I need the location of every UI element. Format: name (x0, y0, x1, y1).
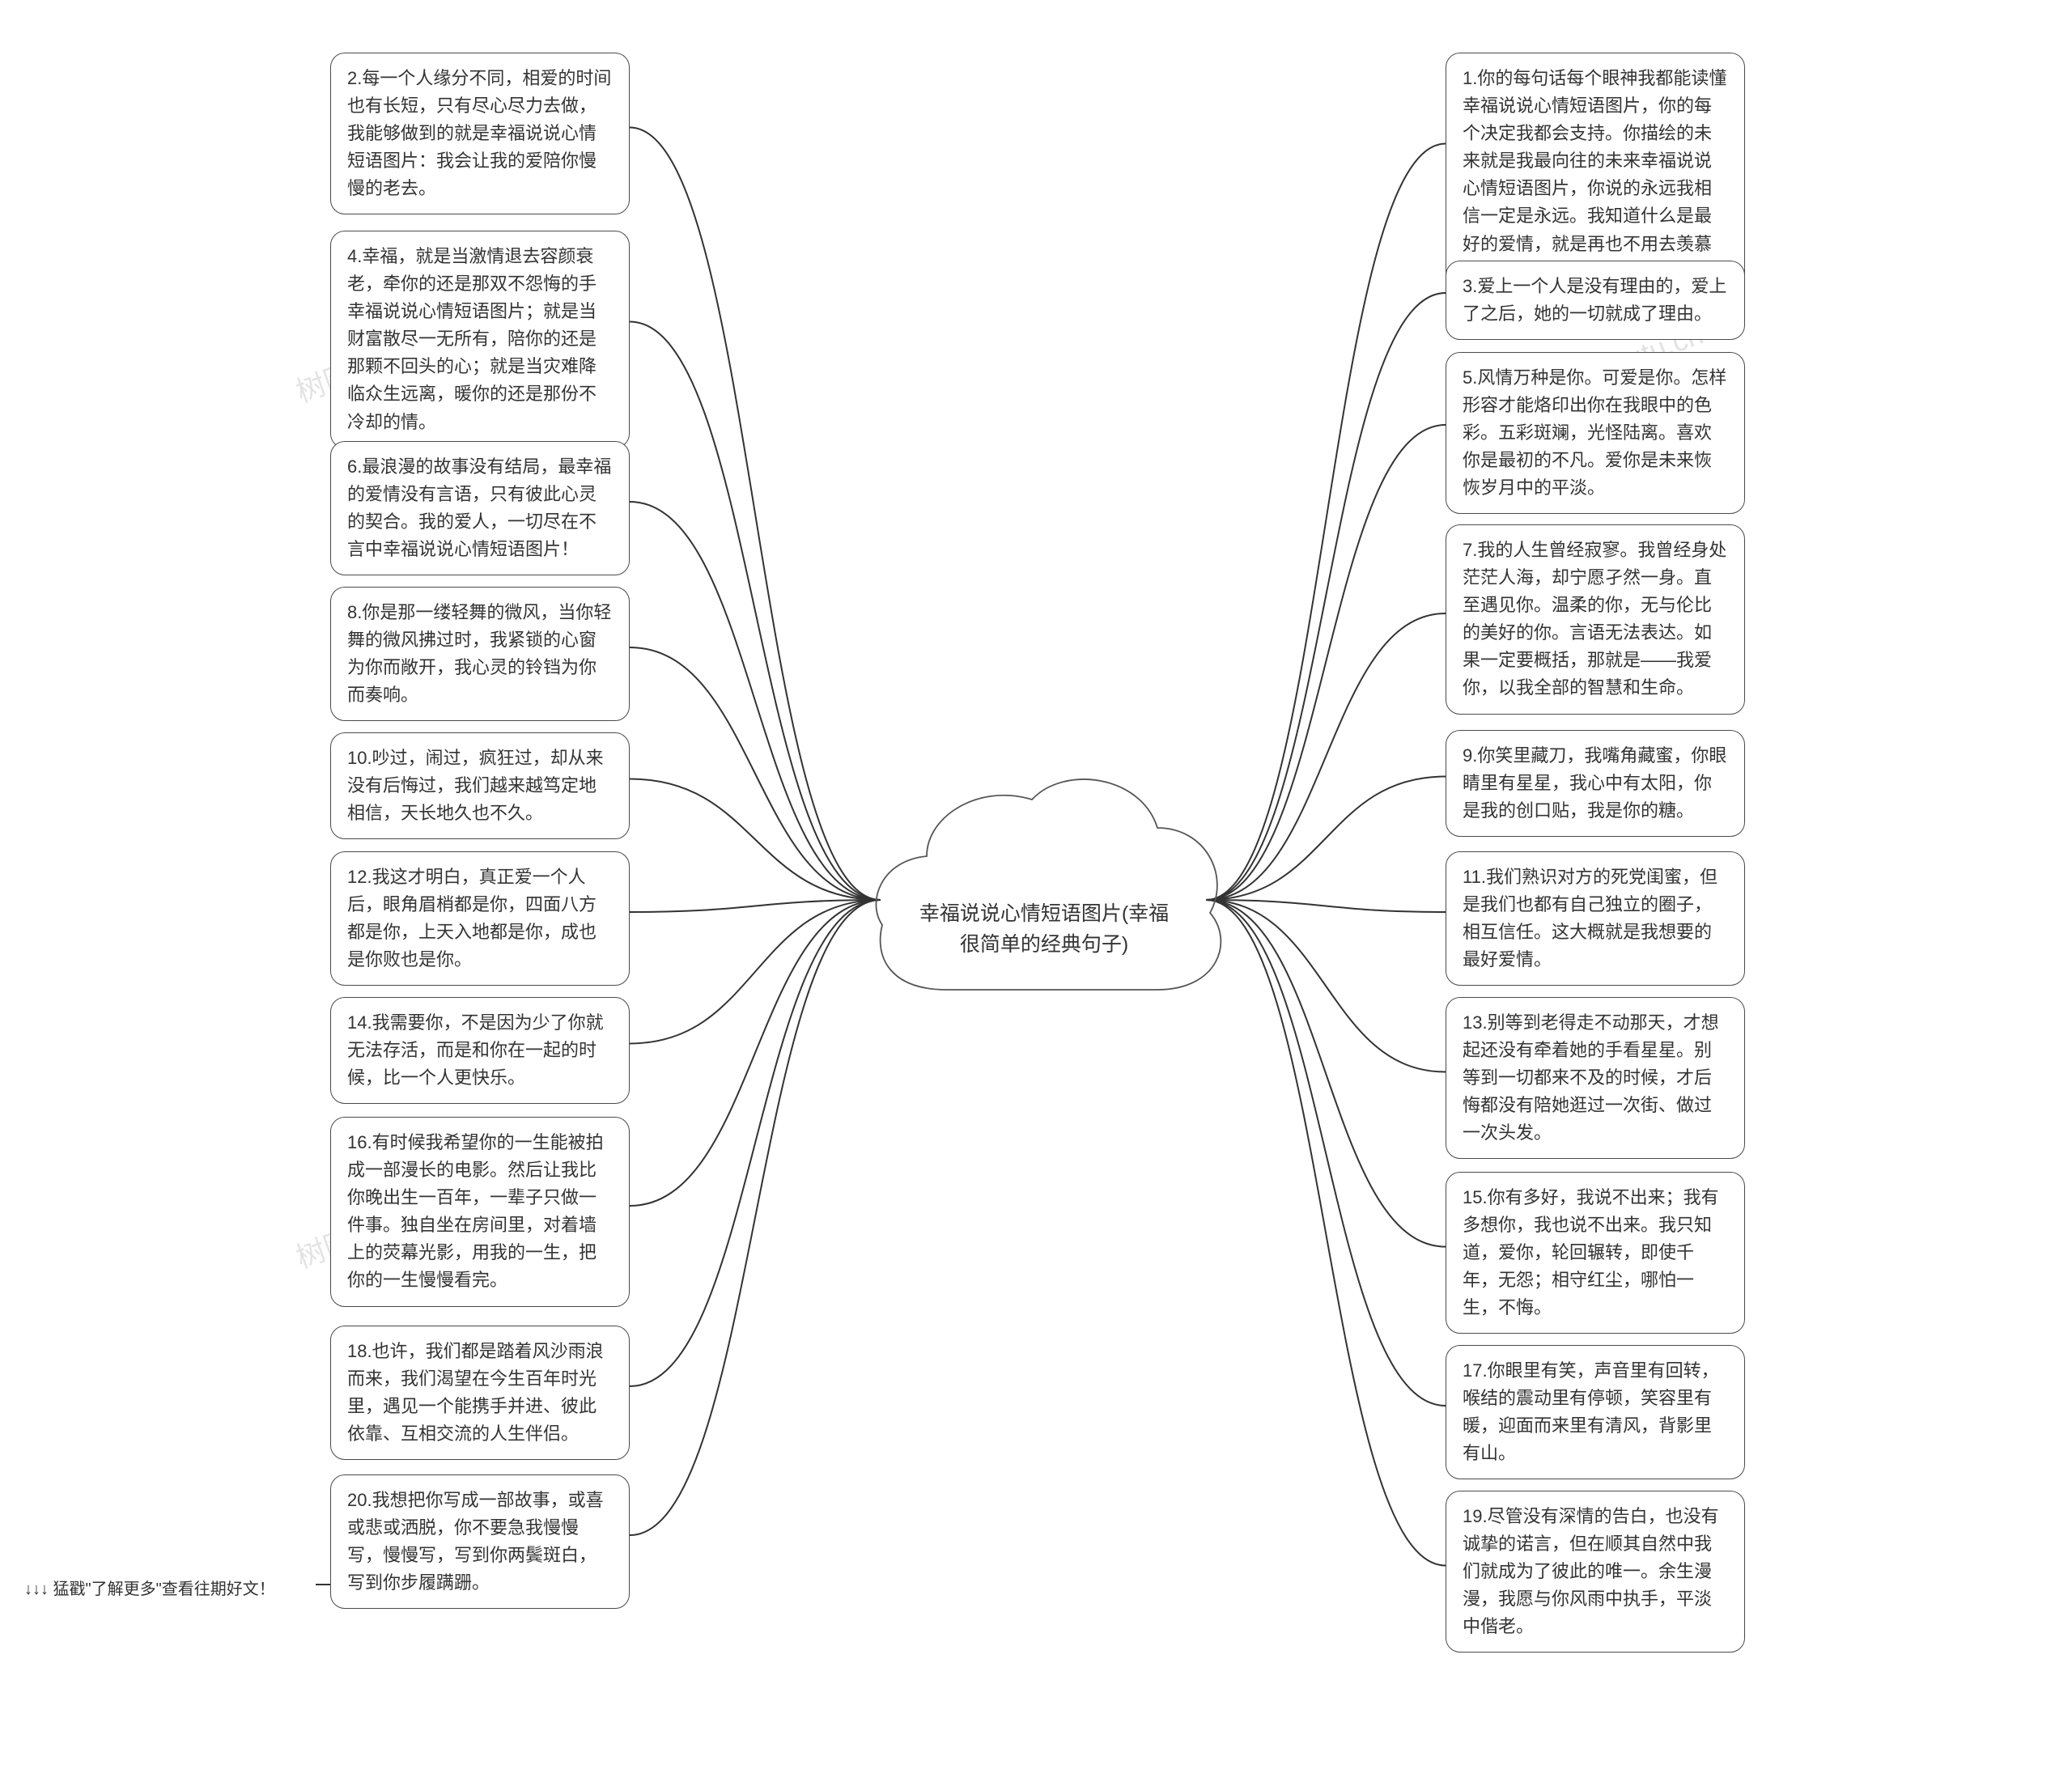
node-text: 10.吵过，闹过，疯狂过，却从来没有后悔过，我们越来越笃定地相信，天长地久也不久… (347, 748, 604, 823)
right-node: 17.你眼里有笑，声音里有回转，喉结的震动里有停顿，笑容里有暖，迎面而来里有清风… (1446, 1345, 1745, 1479)
node-text: 11.我们熟识对方的死党闺蜜，但是我们也都有自己独立的圈子，相互信任。这大概就是… (1463, 867, 1717, 969)
left-node: 18.也许，我们都是踏着风沙雨浪而来，我们渴望在今生百年时光里，遇见一个能携手并… (330, 1326, 630, 1460)
node-text: 19.尽管没有深情的告白，也没有诚挚的诺言，但在顺其自然中我们就成为了彼此的唯一… (1463, 1506, 1719, 1636)
right-node: 7.我的人生曾经寂寥。我曾经身处茫茫人海，却宁愿孑然一身。直至遇见你。温柔的你，… (1446, 524, 1745, 715)
node-text: 9.你笑里藏刀，我嘴角藏蜜，你眼睛里有星星，我心中有太阳，你是我的创口贴，我是你… (1463, 745, 1726, 821)
right-node: 15.你有多好，我说不出来；我有多想你，我也说不出来。我只知道，爱你，轮回辗转，… (1446, 1172, 1745, 1334)
left-node: 16.有时候我希望你的一生能被拍成一部漫长的电影。然后让我比你晚出生一百年，一辈… (330, 1117, 630, 1307)
node-text: 1.你的每句话每个眼神我都能读懂幸福说说心情短语图片，你的每个决定我都会支持。你… (1463, 68, 1726, 282)
node-text: 16.有时候我希望你的一生能被拍成一部漫长的电影。然后让我比你晚出生一百年，一辈… (347, 1132, 604, 1290)
center-title: 幸福说说心情短语图片(幸福很简单的经典句子) (915, 899, 1174, 960)
left-node: 10.吵过，闹过，疯狂过，却从来没有后悔过，我们越来越笃定地相信，天长地久也不久… (330, 732, 630, 839)
node-text: 12.我这才明白，真正爱一个人后，眼角眉梢都是你，四面八方都是你，上天入地都是你… (347, 867, 597, 969)
right-node: 19.尽管没有深情的告白，也没有诚挚的诺言，但在顺其自然中我们就成为了彼此的唯一… (1446, 1491, 1745, 1653)
node-text: 2.每一个人缘分不同，相爱的时间也有长短，只有尽心尽力去做，我能够做到的就是幸福… (347, 68, 611, 198)
node-text: 7.我的人生曾经寂寥。我曾经身处茫茫人海，却宁愿孑然一身。直至遇见你。温柔的你，… (1463, 540, 1726, 698)
left-node: 2.每一个人缘分不同，相爱的时间也有长短，只有尽心尽力去做，我能够做到的就是幸福… (330, 53, 630, 214)
node-text: 8.你是那一缕轻舞的微风，当你轻舞的微风拂过时，我紧锁的心窗为你而敞开，我心灵的… (347, 602, 611, 705)
node-text: 4.幸福，就是当激情退去容颜衰老，牵你的还是那双不怨悔的手幸福说说心情短语图片；… (347, 246, 597, 432)
node-text: 3.爱上一个人是没有理由的，爱上了之后，她的一切就成了理由。 (1463, 276, 1726, 324)
right-node: 13.别等到老得走不动那天，才想起还没有牵着她的手看星星。别等到一切都来不及的时… (1446, 997, 1745, 1159)
footer-note: ↓↓↓ 猛戳"了解更多"查看往期好文！ (24, 1576, 275, 1599)
node-text: 14.我需要你，不是因为少了你就无法存活，而是和你在一起的时候，比一个人更快乐。 (347, 1012, 604, 1088)
left-node: 6.最浪漫的故事没有结局，最幸福的爱情没有言语，只有彼此心灵的契合。我的爱人，一… (330, 441, 630, 575)
node-text: 20.我想把你写成一部故事，或喜或悲或洒脱，你不要急我慢慢写，慢慢写，写到你两鬓… (347, 1490, 604, 1593)
right-node: 5.风情万种是你。可爱是你。怎样形容才能烙印出你在我眼中的色彩。五彩斑斓，光怪陆… (1446, 352, 1745, 514)
right-node: 9.你笑里藏刀，我嘴角藏蜜，你眼睛里有星星，我心中有太阳，你是我的创口贴，我是你… (1446, 730, 1745, 837)
center-node: 幸福说说心情短语图片(幸福很简单的经典句子) (858, 771, 1230, 1030)
node-text: 13.别等到老得走不动那天，才想起还没有牵着她的手看星星。别等到一切都来不及的时… (1463, 1012, 1719, 1143)
left-node: 4.幸福，就是当激情退去容颜衰老，牵你的还是那双不怨悔的手幸福说说心情短语图片；… (330, 231, 630, 448)
right-node: 11.我们熟识对方的死党闺蜜，但是我们也都有自己独立的圈子，相互信任。这大概就是… (1446, 851, 1745, 986)
left-node: 12.我这才明白，真正爱一个人后，眼角眉梢都是你，四面八方都是你，上天入地都是你… (330, 851, 630, 986)
left-node: 20.我想把你写成一部故事，或喜或悲或洒脱，你不要急我慢慢写，慢慢写，写到你两鬓… (330, 1474, 630, 1609)
node-text: 5.风情万种是你。可爱是你。怎样形容才能烙印出你在我眼中的色彩。五彩斑斓，光怪陆… (1463, 367, 1726, 498)
node-text: 15.你有多好，我说不出来；我有多想你，我也说不出来。我只知道，爱你，轮回辗转，… (1463, 1187, 1719, 1317)
left-node: 14.我需要你，不是因为少了你就无法存活，而是和你在一起的时候，比一个人更快乐。 (330, 997, 630, 1104)
node-text: 17.你眼里有笑，声音里有回转，喉结的震动里有停顿，笑容里有暖，迎面而来里有清风… (1463, 1360, 1719, 1463)
left-node: 8.你是那一缕轻舞的微风，当你轻舞的微风拂过时，我紧锁的心窗为你而敞开，我心灵的… (330, 587, 630, 721)
node-text: 6.最浪漫的故事没有结局，最幸福的爱情没有言语，只有彼此心灵的契合。我的爱人，一… (347, 456, 611, 559)
right-node: 3.爱上一个人是没有理由的，爱上了之后，她的一切就成了理由。 (1446, 261, 1745, 340)
node-text: 18.也许，我们都是踏着风沙雨浪而来，我们渴望在今生百年时光里，遇见一个能携手并… (347, 1341, 604, 1444)
